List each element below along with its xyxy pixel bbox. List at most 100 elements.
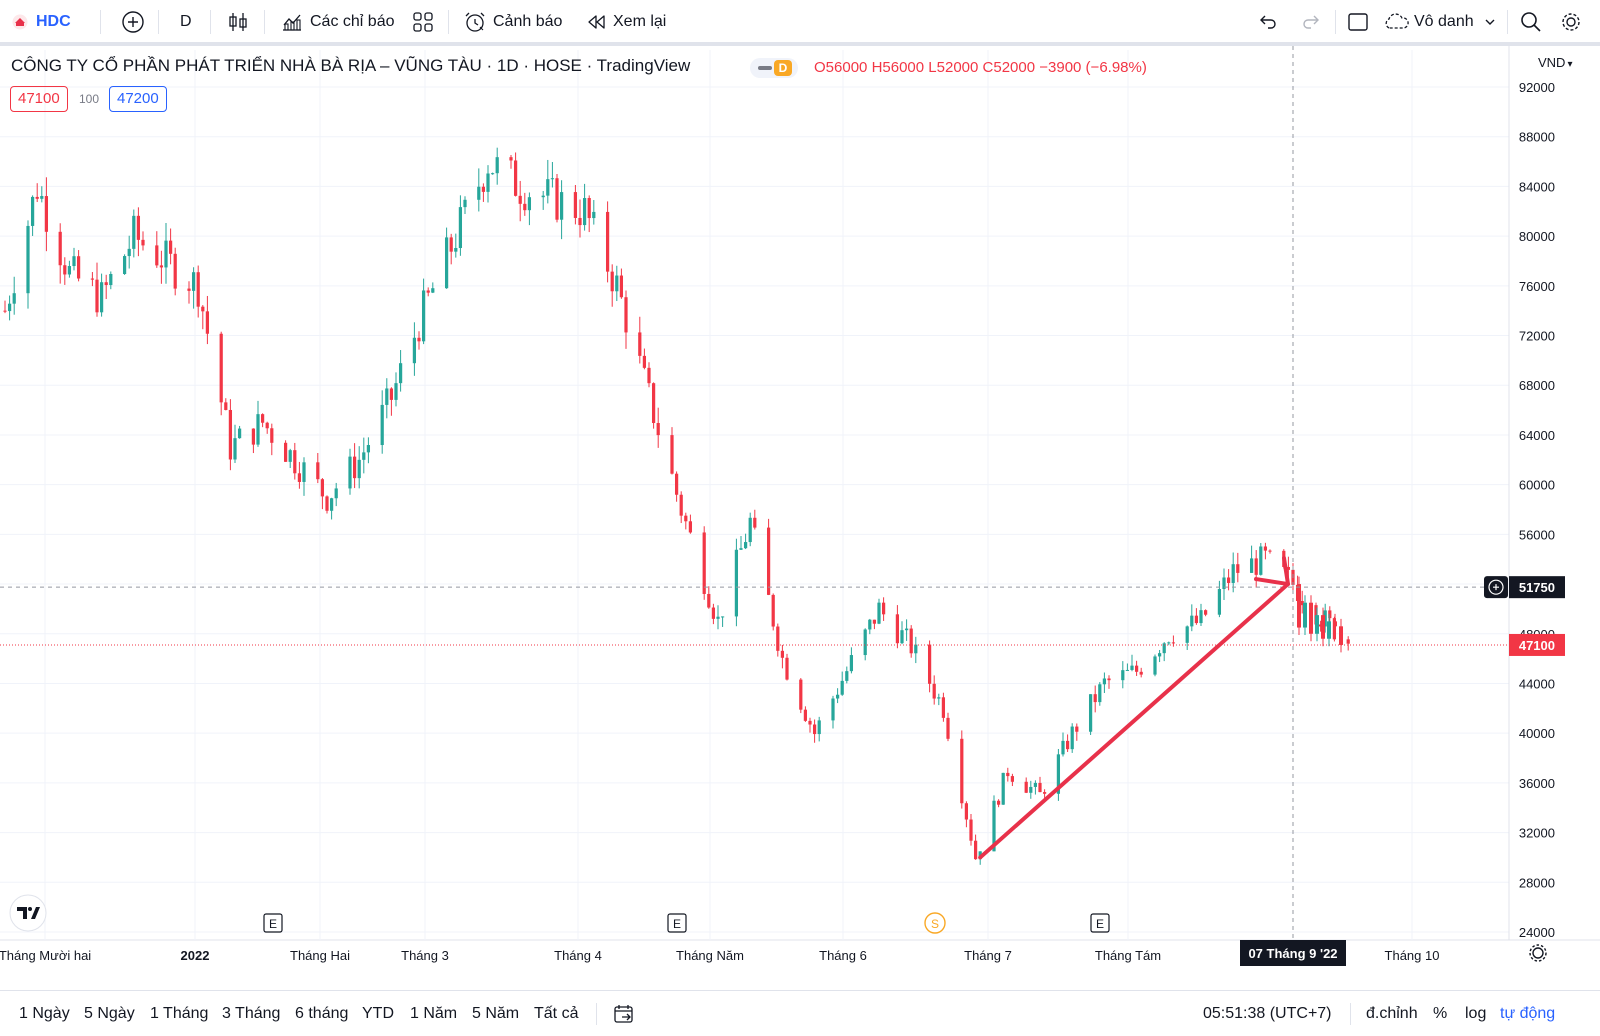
layout-label: Vô danh (1414, 13, 1474, 30)
low-label: L (928, 59, 937, 76)
templates-button[interactable] (412, 0, 434, 44)
earnings-event-marker[interactable] (1090, 913, 1110, 933)
candle-body (426, 290, 430, 293)
candle-body (1268, 550, 1272, 552)
candle-body (909, 628, 913, 654)
grid-icon (412, 11, 434, 33)
range-all[interactable]: Tất cả (534, 1005, 579, 1022)
candle-body (1309, 602, 1313, 634)
alerts-button[interactable]: Cảnh báo (463, 0, 562, 44)
candles (3, 147, 1350, 865)
last-price-tag (1509, 633, 1565, 656)
earnings-event-marker[interactable] (263, 913, 283, 933)
candle-body (523, 203, 527, 211)
tradingview-logo[interactable] (9, 894, 47, 932)
y-tick-label: 32000 (1519, 826, 1555, 841)
settings-button[interactable] (1560, 0, 1582, 44)
search-button[interactable] (1520, 0, 1542, 44)
layout-button[interactable]: Vô danh (1382, 0, 1496, 44)
candle-body (380, 404, 384, 446)
chart-type-button[interactable] (227, 0, 249, 44)
replay-button[interactable]: Xem lại (585, 0, 666, 44)
range-1m[interactable]: 1 Tháng (150, 1005, 209, 1022)
plus-circle-icon[interactable] (1488, 579, 1504, 595)
candle-body (1006, 772, 1010, 777)
range-1y[interactable]: 1 Năm (410, 1005, 458, 1022)
candle-body (619, 275, 624, 298)
log-toggle[interactable]: log (1465, 1005, 1487, 1022)
candle-body (513, 160, 518, 196)
candle-body (362, 452, 366, 460)
candle-body (196, 272, 200, 307)
candle-body (1093, 694, 1097, 703)
company-logo-icon (12, 14, 28, 30)
candle-body (490, 173, 495, 175)
tradingview-logo-icon (17, 907, 40, 919)
interval-button[interactable]: D (180, 0, 192, 44)
split-event-label: S (931, 917, 939, 931)
candle-body (803, 709, 808, 721)
indicators-icon (280, 10, 304, 34)
redo-icon (1300, 11, 1322, 33)
x-tick-label: Tháng 6 (819, 948, 867, 963)
candle-body (509, 157, 513, 161)
fullscreen-button[interactable] (1347, 0, 1369, 44)
calendar-arrow-icon (612, 1005, 636, 1030)
range-ytd[interactable]: YTD (362, 1005, 394, 1022)
trend-line[interactable] (978, 582, 1290, 860)
chart-overlays: E E ES (0, 46, 1509, 940)
bottom-divider (1350, 1003, 1351, 1025)
y-tick-label: 80000 (1519, 229, 1555, 244)
split-event-marker[interactable] (924, 912, 946, 934)
candle-body (1134, 665, 1139, 672)
close-value: 52000 (993, 59, 1036, 76)
goto-date-button[interactable] (612, 1002, 636, 1031)
compare-button[interactable] (121, 0, 145, 44)
candle-body (679, 494, 683, 516)
undo-button[interactable] (1257, 0, 1279, 44)
buy-price-button[interactable]: 47200 (109, 86, 167, 112)
candle-body (1194, 615, 1199, 624)
candle-body (357, 459, 361, 479)
range-5y[interactable]: 5 Năm (472, 1005, 520, 1022)
candle-body (716, 616, 720, 619)
price-axis: 92000 88000 84000 80000 76000 72000 68000 64000… (1484, 80, 1565, 940)
price-chart[interactable]: E E E S 92000 88000 84000 80000 76000 72000 68000… (0, 46, 1600, 990)
symbol-search[interactable]: HDC (12, 0, 71, 44)
sell-price-button[interactable]: 47100 (10, 86, 68, 112)
candle-body (237, 428, 242, 439)
candle-body (674, 473, 679, 495)
candle-body (1029, 786, 1033, 793)
range-5d[interactable]: 5 Ngày (84, 1005, 135, 1022)
y-tick-label: 64000 (1519, 428, 1555, 443)
candle-body (1056, 754, 1061, 794)
indicators-button[interactable]: Các chỉ báo (280, 0, 395, 44)
candle-body (201, 306, 205, 312)
candle-body (205, 311, 210, 334)
candle-body (1157, 653, 1162, 657)
candle-body (1217, 589, 1222, 615)
y-tick-label: 36000 (1519, 776, 1555, 791)
y-tick-label: 72000 (1519, 329, 1555, 344)
range-6m[interactable]: 6 tháng (295, 1005, 349, 1022)
top-toolbar: HDC D Các chỉ báo Cảnh báo (0, 0, 1600, 46)
redo-button[interactable] (1300, 0, 1322, 44)
candle-body (444, 237, 449, 289)
chevron-down-icon (1484, 16, 1496, 28)
data-delay-pill[interactable]: D (750, 58, 798, 78)
auto-scale-toggle[interactable]: tự động (1500, 1005, 1556, 1022)
range-1d[interactable]: 1 Ngày (19, 1005, 70, 1022)
currency-selector[interactable]: VND ▾ (1538, 55, 1572, 70)
range-3m[interactable]: 3 Tháng (222, 1005, 281, 1022)
gear-icon[interactable] (1532, 947, 1544, 959)
candle-body (587, 198, 591, 219)
candle-body (334, 488, 338, 499)
candle-body (26, 225, 30, 294)
percent-toggle[interactable]: % (1433, 1005, 1448, 1022)
candle-body (431, 288, 435, 293)
adjust-toggle[interactable]: đ.chỉnh (1366, 1005, 1418, 1022)
clock-label[interactable]: 05:51:38 (UTC+7) (1203, 1005, 1332, 1022)
earnings-event-marker[interactable] (667, 913, 687, 933)
candle-body (104, 282, 108, 286)
candle-body (1203, 610, 1208, 615)
